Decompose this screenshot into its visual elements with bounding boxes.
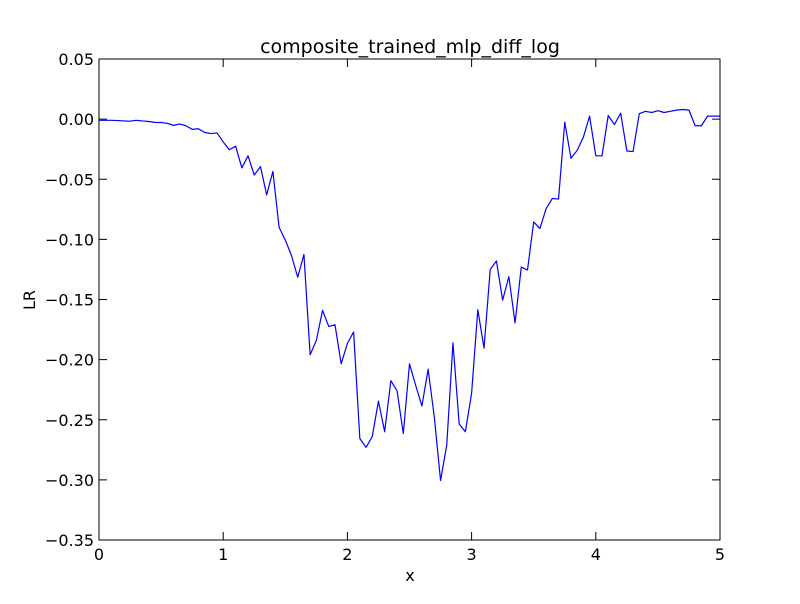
y-tick-label: −0.10 bbox=[45, 230, 94, 249]
x-tick-label: 1 bbox=[218, 545, 228, 564]
y-tick-label: 0.00 bbox=[58, 110, 94, 129]
chart-title: composite_trained_mlp_diff_log bbox=[260, 36, 560, 58]
y-tick-label: −0.05 bbox=[45, 170, 94, 189]
y-tick-label: −0.30 bbox=[45, 471, 94, 490]
series-layer bbox=[99, 108, 720, 482]
series-line-0 bbox=[99, 108, 720, 482]
y-axis-label: LR bbox=[20, 290, 39, 310]
x-tick-label: 5 bbox=[715, 545, 725, 564]
x-axis-label: x bbox=[405, 566, 414, 585]
y-tick-label: −0.35 bbox=[45, 531, 94, 550]
x-tick-label: 2 bbox=[342, 545, 352, 564]
plot-frame bbox=[98, 58, 721, 541]
y-tick-label: −0.20 bbox=[45, 351, 94, 370]
y-tick-label: −0.15 bbox=[45, 291, 94, 310]
tick-layer: 0 1 2 3 4 5 0.05 0.00 −0.05 −0.10 −0.15 −0.20 −0.25 −… bbox=[45, 50, 725, 564]
x-tick-label: 4 bbox=[591, 545, 601, 564]
x-tick-label: 3 bbox=[467, 545, 477, 564]
y-tick-label: −0.25 bbox=[45, 411, 94, 430]
y-tick-label: 0.05 bbox=[58, 50, 94, 69]
x-tick-label: 0 bbox=[94, 545, 104, 564]
